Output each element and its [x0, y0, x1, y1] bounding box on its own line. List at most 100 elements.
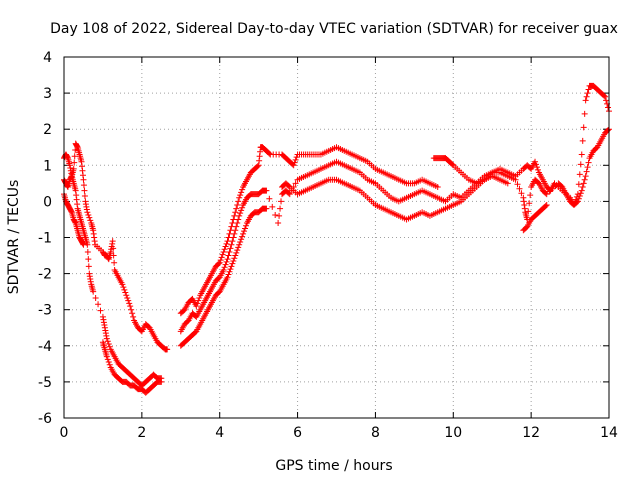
data-point — [103, 335, 110, 342]
data-point — [231, 255, 238, 262]
chart-title: Day 108 of 2022, Sidereal Day-to-day VTE… — [50, 21, 618, 37]
data-point — [512, 176, 519, 183]
data-point — [121, 286, 128, 293]
data-point — [514, 181, 521, 188]
data-point — [602, 93, 609, 100]
data-point — [241, 228, 248, 235]
x-tick-label: 2 — [137, 425, 146, 441]
data-point — [196, 294, 203, 301]
data-point — [266, 195, 273, 202]
data-point — [269, 203, 276, 210]
data-point — [158, 378, 165, 385]
data-point — [239, 204, 246, 211]
data-point — [242, 225, 249, 232]
data-point — [232, 209, 239, 216]
data-point — [534, 166, 541, 173]
data-point — [286, 191, 293, 198]
data-point — [105, 359, 112, 366]
series-track-b — [61, 126, 612, 389]
data-point — [579, 183, 586, 190]
data-point — [585, 86, 592, 93]
data-point — [80, 176, 87, 183]
data-point — [235, 244, 242, 251]
data-point — [104, 338, 111, 345]
data-point — [543, 202, 550, 209]
data-point — [518, 190, 525, 197]
data-point — [220, 248, 227, 255]
data-point — [434, 183, 441, 190]
data-point — [120, 284, 127, 291]
data-point — [215, 260, 222, 267]
data-point — [193, 303, 200, 310]
x-tick-label: 14 — [600, 425, 618, 441]
data-point — [584, 90, 591, 97]
data-point — [111, 259, 118, 266]
data-point — [516, 185, 523, 192]
data-point — [234, 247, 241, 254]
data-point — [227, 245, 234, 252]
data-point — [239, 233, 246, 240]
data-point — [71, 153, 78, 160]
data-point — [583, 93, 590, 100]
data-point — [581, 110, 588, 117]
data-point — [233, 223, 240, 230]
data-point — [223, 240, 230, 247]
data-point — [92, 294, 99, 301]
data-point — [236, 241, 243, 248]
data-point — [125, 297, 132, 304]
data-point — [605, 104, 612, 111]
y-tick-label: 1 — [43, 158, 52, 174]
data-point — [242, 222, 249, 229]
data-point — [504, 180, 511, 187]
data-point — [194, 300, 201, 307]
data-point — [546, 188, 553, 195]
series-track-c — [61, 173, 550, 396]
data-point — [527, 192, 534, 199]
data-point — [263, 187, 270, 194]
data-point — [577, 161, 584, 168]
data-point — [579, 137, 586, 144]
data-point — [291, 159, 298, 166]
data-point — [228, 263, 235, 270]
y-tick-label: -6 — [38, 411, 52, 427]
data-point — [576, 171, 583, 178]
data-point — [84, 248, 91, 255]
data-point — [275, 220, 282, 227]
data-point — [542, 202, 549, 209]
data-point — [221, 246, 228, 253]
y-tick-label: 4 — [43, 50, 52, 66]
data-points — [61, 82, 612, 396]
data-point — [533, 161, 540, 168]
data-point — [126, 300, 133, 307]
data-point — [240, 230, 247, 237]
data-point — [583, 168, 590, 175]
data-point — [104, 356, 111, 363]
data-point — [233, 249, 240, 256]
data-point — [575, 195, 582, 202]
data-point — [290, 162, 297, 169]
data-point — [233, 205, 240, 212]
data-point — [221, 264, 228, 271]
x-tick-label: 8 — [371, 425, 380, 441]
data-point — [263, 205, 270, 212]
data-point — [222, 261, 229, 268]
data-point — [277, 205, 284, 212]
data-point — [574, 198, 581, 205]
data-point — [576, 192, 583, 199]
data-point — [603, 97, 610, 104]
data-point — [87, 217, 94, 224]
data-point — [238, 236, 245, 243]
data-point — [229, 238, 236, 245]
data-point — [95, 301, 102, 308]
data-point — [105, 340, 112, 347]
data-point — [81, 192, 88, 199]
data-point — [218, 254, 225, 261]
data-point — [224, 274, 231, 281]
x-axis-label: GPS time / hours — [275, 458, 392, 474]
x-tick-label: 6 — [293, 425, 302, 441]
data-point — [293, 154, 300, 161]
data-point — [549, 185, 556, 192]
